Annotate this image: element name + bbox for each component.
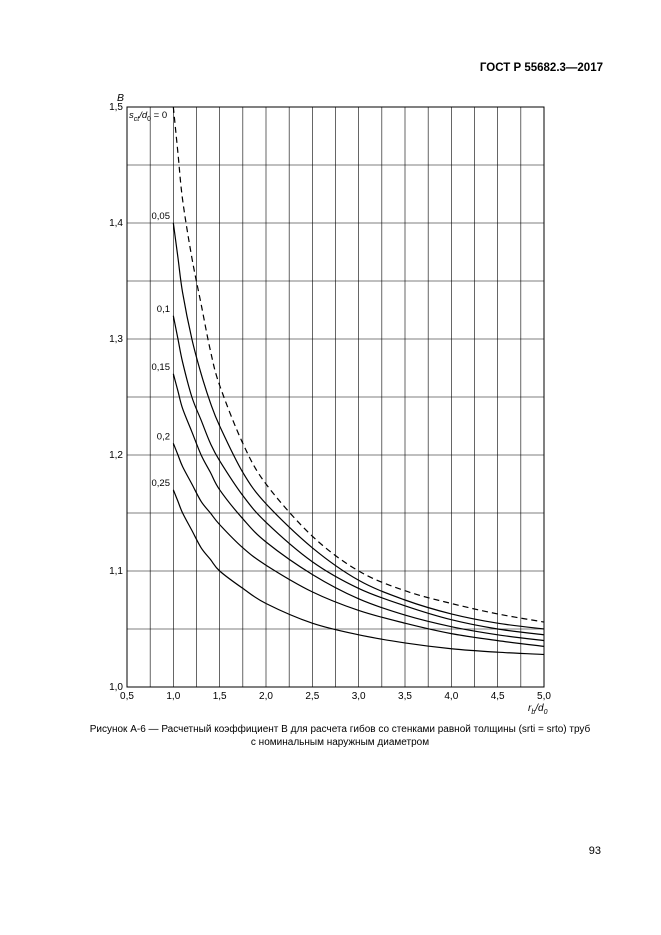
y-tick-label: 1,2 xyxy=(109,450,123,461)
series-label-3: 0,15 xyxy=(152,362,171,373)
series-label-5: 0,25 xyxy=(152,478,171,489)
x-tick-label: 4,0 xyxy=(444,691,458,702)
caption-line-1: Рисунок А-6 — Расчетный коэффициент B дл… xyxy=(89,724,591,735)
y-tick-label: 1,0 xyxy=(109,682,123,693)
document-id: ГОСТ Р 55682.3—2017 xyxy=(479,62,603,74)
series-label-2: 0,1 xyxy=(157,304,170,315)
x-axis-label: rb/d0 xyxy=(528,703,548,716)
y-tick-label: 1,4 xyxy=(109,218,123,229)
series-label-1: 0,05 xyxy=(152,211,171,222)
plot-frame xyxy=(126,106,545,688)
series-line-0 xyxy=(172,106,545,623)
caption-line-2: с номинальным наружным диаметром xyxy=(250,737,430,748)
page-number: 93 xyxy=(588,845,601,857)
x-tick-label: 1,5 xyxy=(213,691,227,702)
chart: 0,5 1,0 1,5 2,0 2,5 3,0 3,5 4,0 4,5 5,0 1,0 1,1 1,2 1… xyxy=(109,92,551,716)
series-line-5 xyxy=(172,489,545,656)
series-label-0: sct/d0 = 0 xyxy=(129,110,167,123)
x-tick-label: 3,0 xyxy=(352,691,366,702)
x-tick-label: 3,5 xyxy=(398,691,412,702)
x-tick-label: 2,5 xyxy=(305,691,319,702)
series-line-4 xyxy=(172,443,545,647)
x-tick-label: 1,0 xyxy=(166,691,180,702)
x-tick-label: 0,5 xyxy=(120,691,134,702)
x-tick-label: 4,5 xyxy=(491,691,505,702)
x-tick-label: 5,0 xyxy=(537,691,551,702)
y-tick-label: 1,5 xyxy=(109,102,123,113)
x-tick-label: 2,0 xyxy=(259,691,273,702)
chart-svg: 0,5 1,0 1,5 2,0 2,5 3,0 3,5 4,0 4,5 5,01,01,11,21… xyxy=(109,92,551,716)
series-line-1 xyxy=(172,222,545,630)
figure-caption: Рисунок А-6 — Расчетный коэффициент B дл… xyxy=(60,723,620,749)
series-line-3 xyxy=(172,373,545,642)
y-axis-label: B xyxy=(117,92,124,104)
y-tick-label: 1,1 xyxy=(109,566,123,577)
y-tick-label: 1,3 xyxy=(109,334,123,345)
series-label-4: 0,2 xyxy=(157,431,170,442)
series-line-2 xyxy=(172,315,545,636)
